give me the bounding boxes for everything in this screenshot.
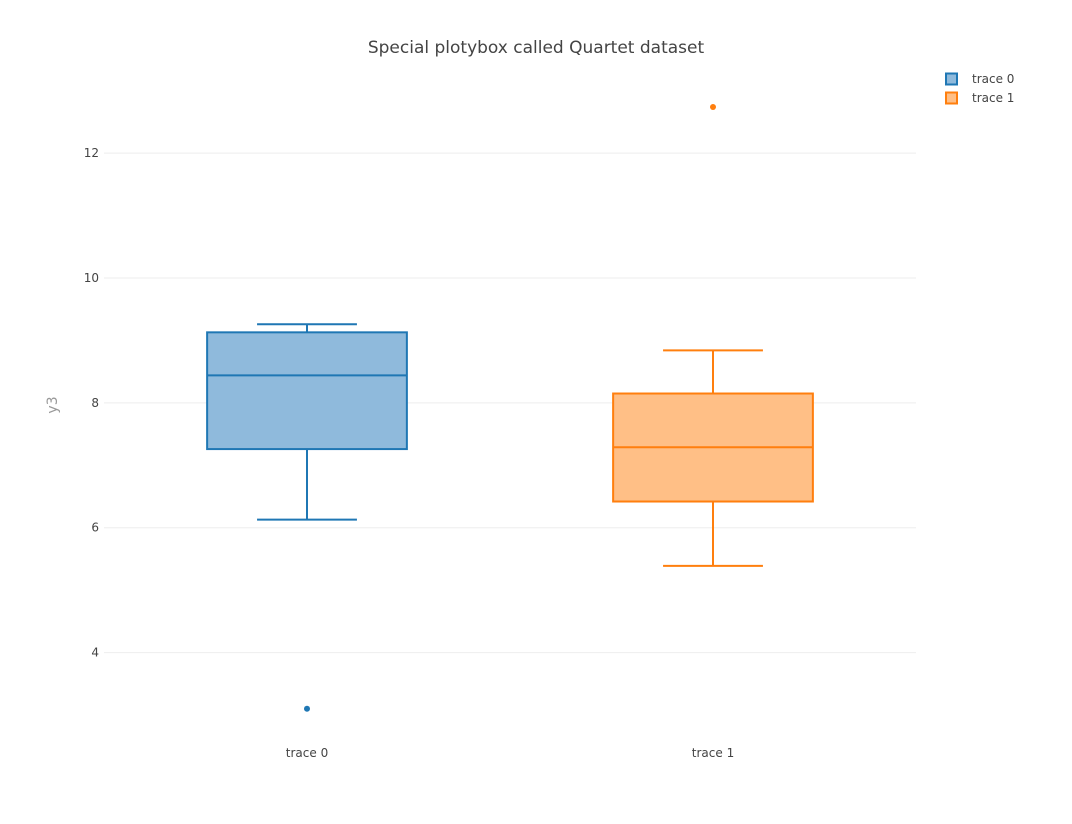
box-trace [612, 103, 814, 567]
x-axis-ticks: trace 0 trace 1 [286, 746, 734, 760]
legend-swatch [945, 72, 958, 86]
y-tick-label: 4 [91, 646, 99, 660]
outlier-point [304, 705, 310, 712]
chart-title: Special plotybox called Quartet dataset [368, 38, 705, 58]
y-tick-label: 6 [91, 521, 99, 535]
legend-label: trace 1 [972, 91, 1014, 105]
y-axis-ticks: 4 6 8 10 12 [84, 146, 99, 659]
y-tick-label: 8 [91, 396, 99, 410]
legend[interactable]: trace 0 trace 1 [945, 72, 1014, 105]
box-traces [206, 103, 814, 712]
box-trace [206, 323, 408, 712]
y-axis-label: y3 [45, 396, 61, 413]
y-tick-label: 10 [84, 271, 99, 285]
x-tick-label: trace 1 [692, 746, 734, 760]
x-tick-label: trace 0 [286, 746, 328, 760]
y-tick-label: 12 [84, 146, 99, 160]
legend-swatch [945, 91, 958, 105]
outlier-point [710, 103, 716, 110]
box-iqr [206, 331, 408, 451]
legend-label: trace 0 [972, 72, 1014, 86]
legend-item[interactable]: trace 1 [945, 91, 1014, 105]
legend-item[interactable]: trace 0 [945, 72, 1014, 86]
